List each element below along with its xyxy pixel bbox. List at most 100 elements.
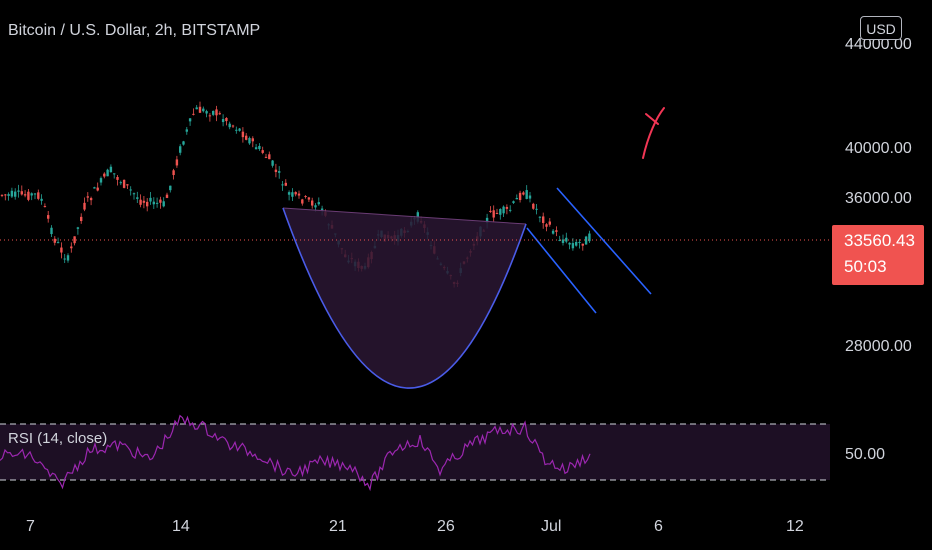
candle-body <box>522 192 525 195</box>
candle-body <box>254 147 258 150</box>
candle-body <box>571 243 575 249</box>
current-price-tag: 33560.43 50:03 <box>832 225 924 285</box>
candle-body <box>7 194 10 196</box>
candle-body <box>291 192 294 197</box>
candle-body <box>23 194 27 196</box>
candle-body <box>4 194 7 196</box>
candle-body <box>60 247 63 253</box>
candle-body <box>132 193 136 195</box>
candle-body <box>225 117 228 122</box>
candle-body <box>221 119 225 123</box>
candle-body <box>568 242 571 245</box>
candle-body <box>528 195 532 199</box>
candle-body <box>103 173 106 177</box>
candle-body <box>311 200 314 206</box>
candle-body <box>126 184 129 186</box>
channel-lower-line[interactable] <box>526 227 597 314</box>
candle-body <box>136 197 139 199</box>
candle-body <box>89 198 93 201</box>
currency-button[interactable]: USD <box>860 16 902 40</box>
candle-body <box>538 216 542 218</box>
candle-body <box>278 171 281 173</box>
symbol-title[interactable]: Bitcoin / U.S. Dollar, 2h, BITSTAMP <box>8 22 261 39</box>
candle-body <box>113 173 116 175</box>
candle-body <box>165 194 169 198</box>
rsi-legend[interactable]: RSI (14, close) <box>8 430 108 447</box>
candle-body <box>152 201 155 205</box>
candle-body <box>314 205 317 208</box>
candle-body <box>588 233 591 242</box>
candle-body <box>205 111 208 114</box>
rsi-band <box>0 424 830 480</box>
candle-body <box>99 178 103 183</box>
candle-body <box>238 128 241 131</box>
candle-body <box>122 179 126 188</box>
candle-body <box>581 243 584 246</box>
candle-body <box>96 187 99 191</box>
candle-body <box>73 236 76 244</box>
candle-body <box>10 190 14 197</box>
candle-body <box>109 166 113 173</box>
candle-body <box>304 196 307 198</box>
candle-body <box>489 210 492 213</box>
candle-body <box>542 216 545 223</box>
candle-body <box>37 192 40 199</box>
candle-body <box>195 107 198 110</box>
time-axis-label: 26 <box>437 518 455 535</box>
candle-body <box>492 210 495 218</box>
candle-body <box>43 206 47 208</box>
candle-body <box>317 202 320 205</box>
time-axis-label: 21 <box>329 518 347 535</box>
candle-body <box>179 146 182 153</box>
candle-body <box>212 110 215 115</box>
candle-body <box>558 240 561 242</box>
candle-body <box>248 137 251 144</box>
candle-body <box>30 193 33 196</box>
candle-body <box>578 241 581 243</box>
candle-body <box>228 123 231 128</box>
candle-body <box>274 169 278 173</box>
rsi-axis-label: 50.00 <box>845 446 885 463</box>
candle-body <box>509 209 512 211</box>
x-mark-drawing[interactable] <box>642 107 665 159</box>
candle-body <box>261 150 264 153</box>
price-axis-label: 44000.00 <box>845 36 912 53</box>
candle-body <box>185 129 188 132</box>
price-axis-label: 28000.00 <box>845 338 912 355</box>
candle-body <box>555 230 558 232</box>
cup-pattern-fill <box>283 208 526 389</box>
candle-body <box>215 109 218 116</box>
candle-body <box>515 197 518 200</box>
candle-body <box>561 239 565 243</box>
candle-body <box>93 187 96 189</box>
candle-body <box>502 206 505 214</box>
candle-body <box>162 201 165 207</box>
candle-body <box>548 221 551 225</box>
candle-body <box>284 182 287 186</box>
candle-body <box>258 145 261 150</box>
time-axis-label: Jul <box>541 518 561 535</box>
price-axis-label: 36000.00 <box>845 190 912 207</box>
channel-upper-line[interactable] <box>556 187 652 295</box>
candle-body <box>241 131 245 138</box>
candle-body <box>532 203 535 209</box>
cup-pattern-curve[interactable] <box>282 207 527 389</box>
candle-body <box>188 118 192 122</box>
candle-body <box>182 141 185 145</box>
candle-body <box>297 193 301 196</box>
candle-body <box>80 216 83 222</box>
candle-body <box>86 196 89 198</box>
candle-body <box>83 202 86 210</box>
candle-body <box>119 182 122 184</box>
candle-body <box>169 185 172 191</box>
candle-body <box>320 208 324 211</box>
candle-body <box>139 199 142 205</box>
candle-body <box>129 189 132 191</box>
cup-pattern-rim <box>282 207 527 225</box>
candle-body <box>76 227 80 229</box>
candle-body <box>512 201 515 203</box>
candle-body <box>33 193 37 195</box>
time-axis-label: 6 <box>654 518 663 535</box>
candle-body <box>142 200 146 203</box>
